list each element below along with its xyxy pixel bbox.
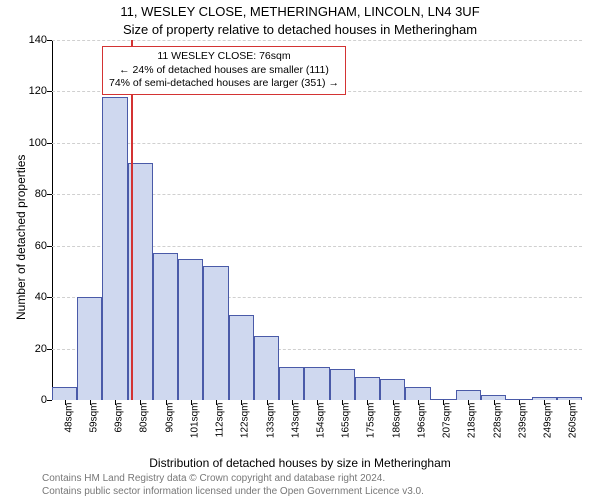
xtick-label: 112sqm [215, 403, 226, 438]
footer-line2: Contains public sector information licen… [42, 486, 424, 499]
annotation-line3: 74% of semi-detached houses are larger (… [109, 77, 339, 91]
histogram-bar [304, 367, 329, 400]
ytick-label: 60 [35, 240, 52, 252]
xtick-label: 80sqm [139, 403, 150, 433]
footer-attribution: Contains HM Land Registry data © Crown c… [42, 473, 424, 498]
xtick-label: 90sqm [164, 403, 175, 433]
xtick-label: 175sqm [366, 403, 377, 439]
xtick-label: 101sqm [189, 403, 200, 439]
footer-line1: Contains HM Land Registry data © Crown c… [42, 473, 424, 486]
xtick-label: 260sqm [568, 403, 579, 439]
xtick-label: 196sqm [416, 403, 427, 439]
histogram-bar [153, 253, 178, 400]
annotation-line2: ← 24% of detached houses are smaller (11… [109, 64, 339, 78]
annotation-line1: 11 WESLEY CLOSE: 76sqm [109, 50, 339, 64]
xtick-label: 165sqm [341, 403, 352, 439]
xtick-label: 249sqm [543, 403, 554, 439]
xtick-label: 154sqm [316, 403, 327, 439]
xtick-label: 228sqm [492, 403, 503, 439]
histogram-bar [456, 390, 481, 400]
ytick-label: 40 [35, 291, 52, 303]
y-axis-label: Number of detached properties [14, 155, 28, 320]
xtick-label: 186sqm [391, 403, 402, 439]
histogram-bar [203, 266, 228, 400]
annotation-box: 11 WESLEY CLOSE: 76sqm ← 24% of detached… [102, 46, 346, 95]
chart-title-line1: 11, WESLEY CLOSE, METHERINGHAM, LINCOLN,… [0, 4, 600, 19]
histogram-bar [178, 259, 203, 400]
histogram-bar [330, 369, 355, 400]
xtick-label: 133sqm [265, 403, 276, 439]
xtick-label: 122sqm [240, 403, 251, 439]
chart-title-line2: Size of property relative to detached ho… [0, 22, 600, 37]
xtick-label: 48sqm [63, 403, 74, 433]
ytick-label: 20 [35, 343, 52, 355]
histogram-bar [254, 336, 279, 400]
ytick-label: 100 [29, 137, 52, 149]
ytick-label: 0 [41, 394, 52, 406]
histogram-bar [229, 315, 254, 400]
xtick-label: 143sqm [290, 403, 301, 439]
chart-container: 11, WESLEY CLOSE, METHERINGHAM, LINCOLN,… [0, 0, 600, 500]
histogram-bar [77, 297, 102, 400]
xtick-label: 59sqm [88, 403, 99, 433]
x-axis-label: Distribution of detached houses by size … [0, 456, 600, 470]
histogram-bar [380, 379, 405, 400]
histogram-bar [405, 387, 430, 400]
xtick-label: 69sqm [114, 403, 125, 433]
histogram-bar [52, 387, 77, 400]
ytick-label: 80 [35, 188, 52, 200]
ytick-label: 140 [29, 34, 52, 46]
ytick-label: 120 [29, 85, 52, 97]
xtick-label: 218sqm [467, 403, 478, 439]
histogram-bar [102, 97, 127, 400]
xtick-label: 239sqm [517, 403, 528, 439]
histogram-bar [279, 367, 304, 400]
histogram-bar [355, 377, 380, 400]
xtick-label: 207sqm [442, 403, 453, 439]
plot-area: 02040608010012014048sqm59sqm69sqm80sqm90… [52, 40, 582, 400]
